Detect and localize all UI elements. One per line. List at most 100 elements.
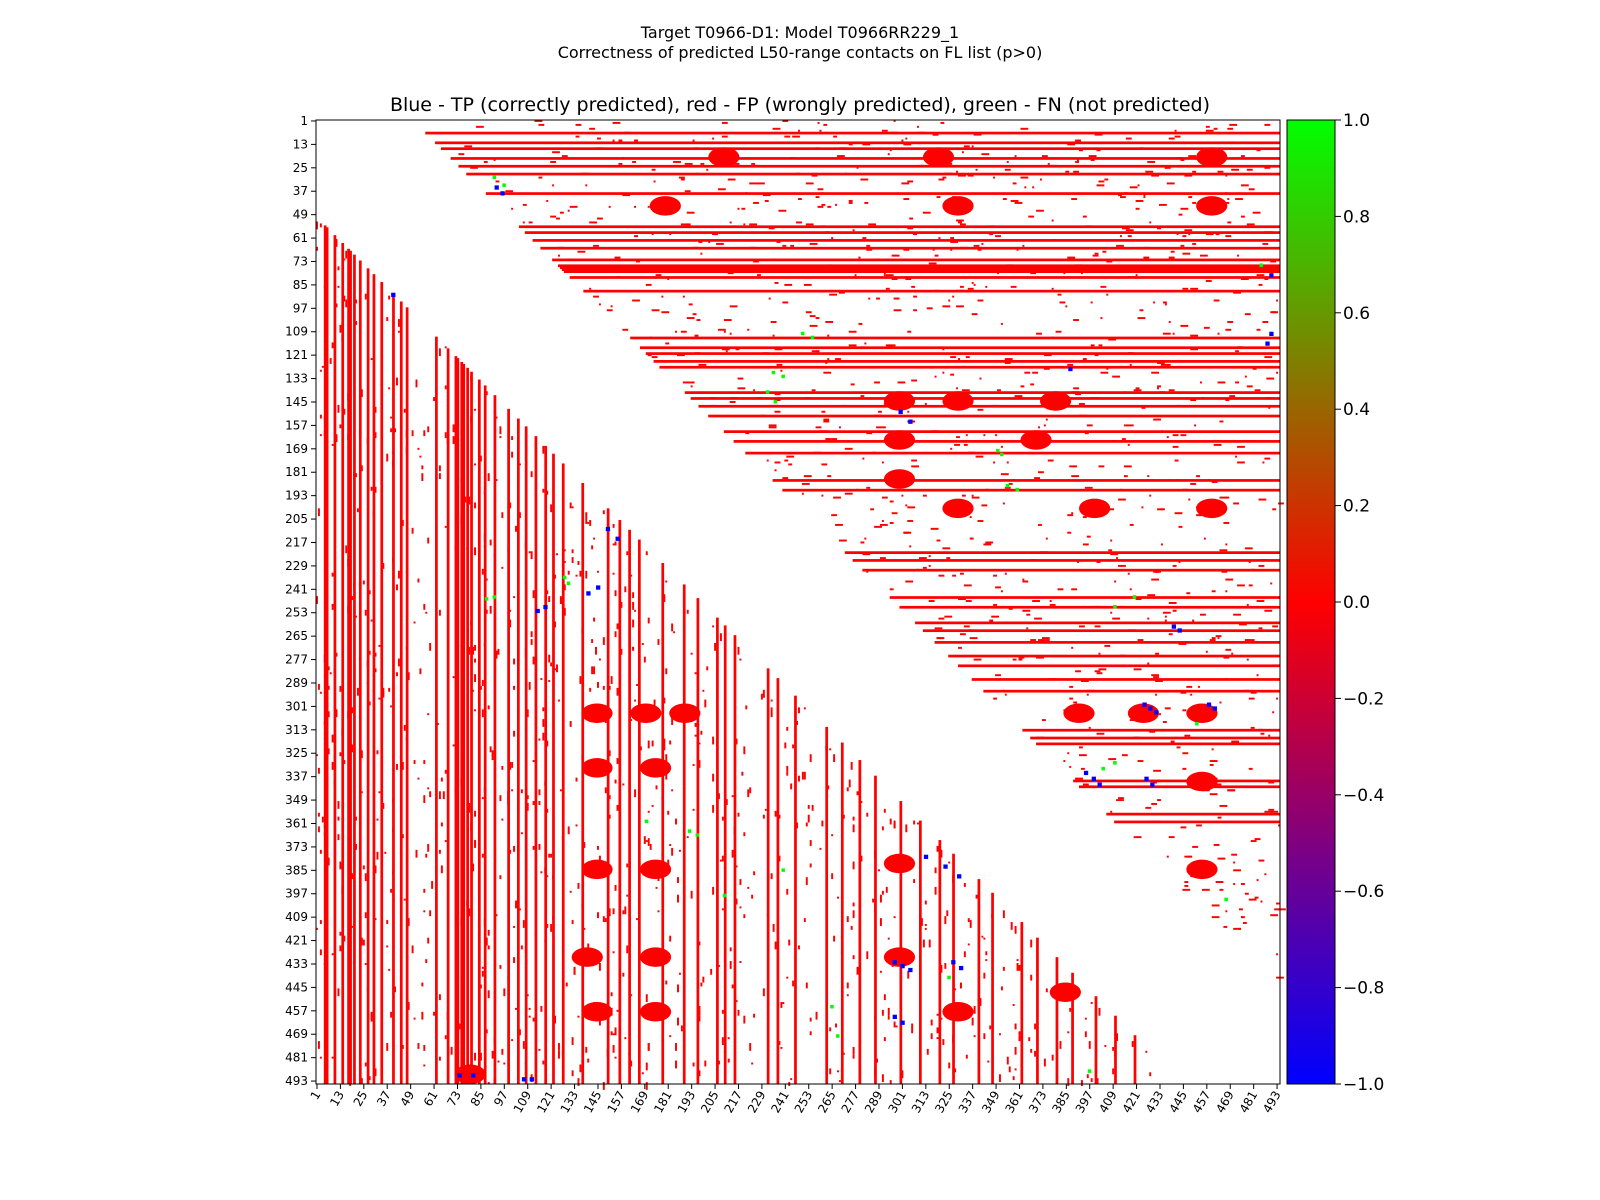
fp-cell [1196,506,1202,509]
fp-cell [1256,879,1259,882]
fp-cell [805,877,808,885]
fp-cell [1184,881,1189,884]
fp-cell [1276,371,1279,374]
fp-cell [616,276,621,279]
fp-cell [483,545,486,548]
fp-cell [1016,248,1019,251]
fp-cell [390,416,393,419]
y-tick-label: 49 [293,208,308,222]
fp-cell [998,1074,1001,1083]
fp-cell [1079,754,1087,757]
fp-cell [829,1027,832,1032]
fp-cell [499,964,502,969]
fp-cell [647,205,650,208]
fp-cell [913,233,918,236]
fp-cell [1012,658,1017,661]
fp-cell [997,235,1001,238]
fp-cell [854,141,861,144]
fp-cell [753,1013,756,1018]
fp-cell [967,451,976,454]
fp-cell [784,459,789,462]
fp-cell [552,875,555,880]
fp-cell [1256,328,1261,331]
x-tick-label: 73 [444,1089,464,1109]
fp-cell [1090,344,1095,347]
fp-cell [881,826,884,831]
fp-cell [1160,363,1169,366]
fp-cell [1231,168,1240,171]
fp-cell [911,285,916,288]
fp-row-band [645,352,1280,355]
fp-cell [1129,523,1134,526]
fp-cell [1069,685,1074,688]
fp-cell [813,451,822,454]
fp-cell [634,699,637,702]
fp-cell [456,777,459,786]
fp-cell [1209,760,1218,763]
fp-cell [335,709,338,718]
fp-cell [911,379,918,382]
fp-cell [663,861,666,866]
fp-cell [924,402,927,405]
fp-cell [1108,758,1117,761]
fp-cell [764,200,769,202]
fp-cell [647,617,650,624]
fp-cell [778,1041,781,1045]
fp-cell [782,301,789,304]
fp-cell [1264,810,1273,813]
fp-column-band [637,539,641,1084]
contact-cells [316,120,1286,1090]
fp-cell [842,1052,845,1055]
fp-cell [427,787,430,790]
fp-cell [823,418,830,421]
fp-cell [518,908,521,911]
fp-cell [1077,561,1080,563]
fp-cell [844,447,853,450]
fp-cell [673,160,681,163]
fp-cell [571,920,574,924]
fp-cell [1149,1072,1152,1077]
fp-cell [961,360,970,362]
fp-cell [597,570,599,573]
fp-cell [751,162,756,165]
fp-cell [983,543,992,546]
fp-cell [868,297,871,300]
fp-cell [1225,678,1228,681]
fp-cell [1022,244,1025,247]
fp-cell [425,959,428,964]
fp-cell [1143,256,1150,259]
fp-cell [698,1005,701,1010]
fp-cell [1020,385,1025,388]
fp-cell [325,1019,328,1026]
fp-cell [735,898,738,905]
fp-cell [421,465,424,470]
fp-cell [712,137,715,140]
fp-cell [1127,443,1130,446]
fp-cell [329,358,332,364]
fp-cell [1270,582,1273,585]
fp-cell [692,139,695,142]
fp-cell [1242,689,1249,692]
fp-cell [1135,207,1140,210]
fp-cell [950,240,959,243]
fp-cell [497,1060,500,1063]
fp-cell [1262,242,1269,245]
fp-cell [1223,360,1232,362]
fp-cell [1209,268,1214,271]
fp-cell [874,1068,877,1077]
fp-cell [971,281,974,284]
fp-cell [1157,508,1165,511]
fp-cell [1094,625,1101,628]
fp-cell [971,313,978,316]
fp-cell [612,543,615,546]
fn-point [1005,483,1010,488]
fp-cell [1065,170,1070,173]
fp-cell [1004,358,1013,361]
fp-cell [392,451,395,454]
fp-cell [694,734,697,737]
fp-cell [1106,508,1115,511]
fp-cell [878,869,880,872]
fp-cell [456,1027,459,1034]
fp-cell [956,305,964,308]
fp-cell [1098,465,1105,468]
